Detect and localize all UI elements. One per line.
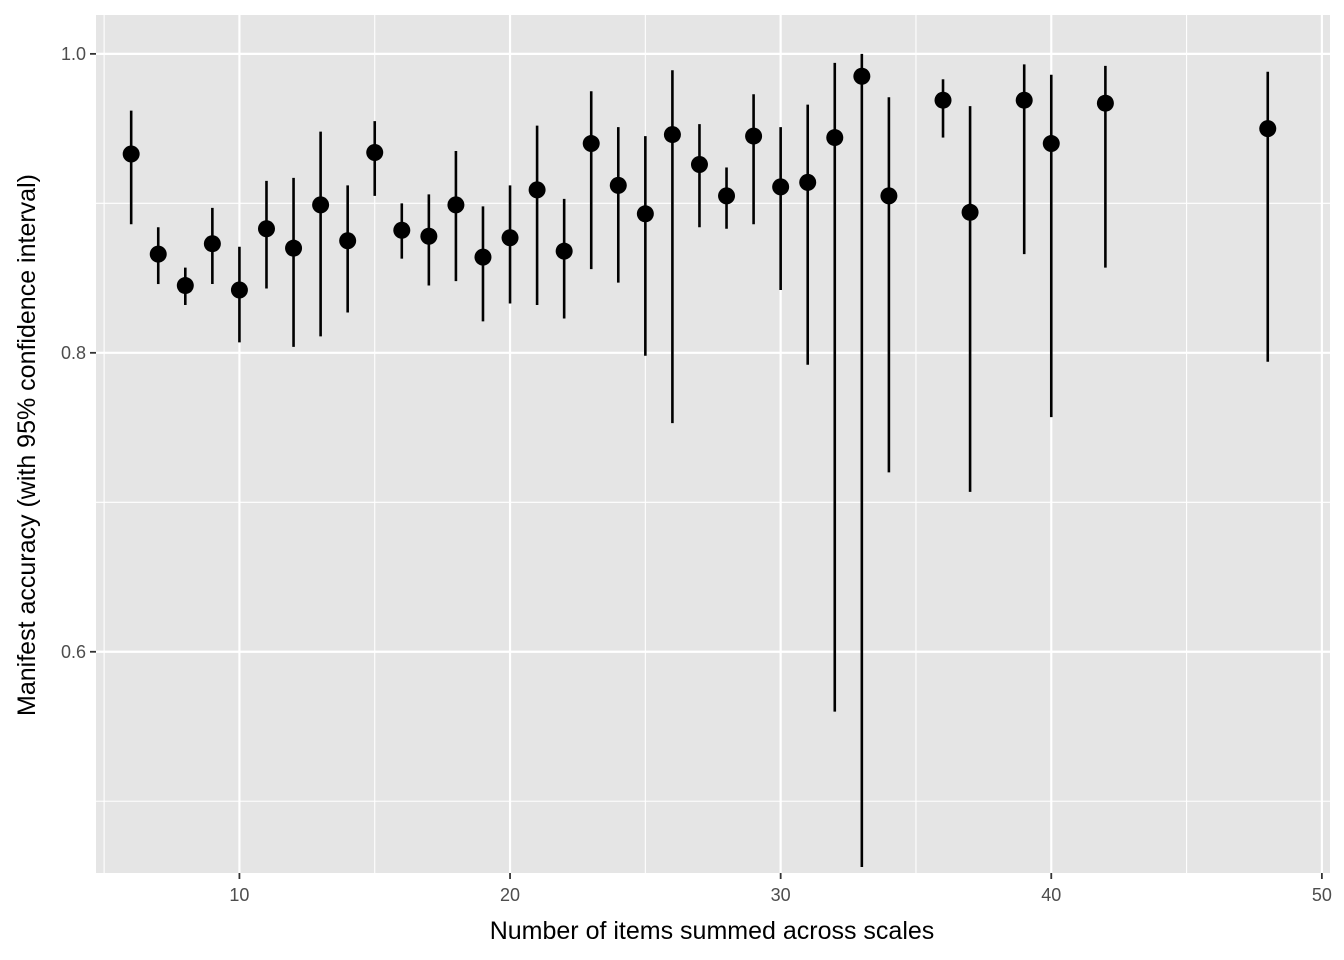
- data-point: [366, 144, 384, 162]
- data-point: [257, 220, 275, 238]
- data-point: [420, 227, 438, 245]
- y-tick-label: 1.0: [61, 44, 86, 64]
- x-tick-label: 40: [1041, 885, 1061, 905]
- data-point: [609, 176, 627, 194]
- data-point: [149, 245, 167, 263]
- data-point: [961, 203, 979, 221]
- y-axis-ticks: 0.6 0.8 1.0: [61, 44, 96, 662]
- x-axis-title: Number of items summed across scales: [490, 917, 935, 945]
- data-point: [122, 145, 140, 163]
- data-point: [718, 187, 736, 205]
- data-point: [393, 221, 411, 239]
- data-point: [1096, 94, 1114, 112]
- data-point: [1015, 91, 1033, 109]
- data-point: [853, 67, 871, 85]
- data-point: [826, 129, 844, 147]
- y-tick-label: 0.6: [61, 642, 86, 662]
- data-point: [555, 242, 573, 260]
- data-point: [1042, 135, 1060, 153]
- data-point: [339, 232, 357, 250]
- data-point: [474, 248, 492, 266]
- data-point: [1259, 120, 1277, 138]
- data-point: [501, 229, 519, 247]
- data-point: [230, 281, 248, 299]
- x-tick-label: 30: [771, 885, 791, 905]
- data-point: [772, 178, 790, 196]
- plot-panel: [96, 15, 1330, 873]
- data-point: [690, 155, 708, 173]
- data-point: [663, 126, 681, 144]
- y-tick-label: 0.8: [61, 343, 86, 363]
- data-points: [122, 67, 1277, 299]
- data-point: [799, 173, 817, 191]
- data-point: [285, 239, 303, 257]
- error-bars: [129, 53, 1270, 868]
- data-point: [176, 277, 194, 295]
- data-point: [934, 91, 952, 109]
- data-point: [447, 196, 465, 214]
- data-point: [745, 127, 763, 145]
- x-tick-label: 50: [1312, 885, 1332, 905]
- data-point: [880, 187, 898, 205]
- data-point: [203, 235, 221, 253]
- x-tick-label: 20: [500, 885, 520, 905]
- data-point: [582, 135, 600, 153]
- y-axis-title: Manifest accuracy (with 95% confidence i…: [13, 174, 41, 716]
- data-point: [636, 205, 654, 223]
- x-tick-label: 10: [229, 885, 249, 905]
- data-point: [312, 196, 330, 214]
- data-point: [528, 181, 546, 199]
- x-axis-ticks: 10 20 30 40 50: [229, 873, 1332, 905]
